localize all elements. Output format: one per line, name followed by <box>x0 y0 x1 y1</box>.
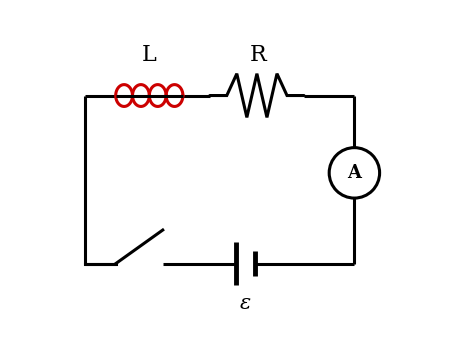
Text: A: A <box>347 164 361 182</box>
Circle shape <box>329 148 379 198</box>
Text: R: R <box>250 44 266 66</box>
Text: L: L <box>142 44 157 66</box>
Text: ε: ε <box>239 295 250 314</box>
